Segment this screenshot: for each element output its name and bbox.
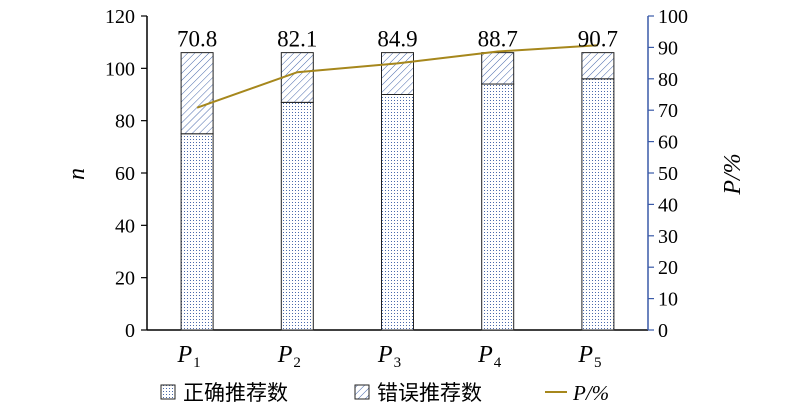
legend: 正确推荐数 错误推荐数 P/% (160, 381, 609, 405)
bar-wrong (481, 52, 515, 85)
percentage-line (196, 44, 598, 109)
bar-correct (180, 133, 214, 331)
legend-line-label: P/% (572, 381, 609, 405)
left-y-axis: 0 20 40 60 80 100 120 (105, 6, 648, 342)
legend-correct-swatch (160, 384, 176, 400)
bars (180, 52, 615, 331)
left-tick-label: 80 (115, 111, 135, 133)
category-label: P2 (277, 342, 301, 371)
data-labels: 70.8 82.1 84.9 88.7 90.7 (177, 27, 618, 52)
bar-wrong (180, 52, 214, 135)
bar-correct (280, 101, 314, 331)
left-tick-label: 0 (125, 320, 135, 342)
bar-correct (381, 94, 414, 331)
right-tick-label: 70 (658, 100, 678, 122)
bar-correct (581, 78, 615, 331)
x-axis-categories: P1 P2 P3 P4 P5 (177, 342, 602, 371)
left-tick-label: 120 (105, 6, 135, 28)
legend-wrong-label: 错误推荐数 (377, 381, 482, 405)
data-label: 82.1 (277, 27, 317, 52)
right-tick-label: 10 (658, 289, 678, 311)
bar-wrong (381, 52, 414, 95)
right-tick-label: 40 (658, 194, 678, 216)
left-tick-label: 100 (105, 58, 135, 80)
bar-wrong (280, 52, 314, 103)
bar-correct (481, 83, 515, 331)
right-y-axis: 0 10 20 30 40 50 60 70 80 90 100 (647, 6, 688, 342)
right-tick-label: 100 (658, 6, 688, 28)
left-tick-label: 40 (115, 215, 135, 237)
data-label: 88.7 (478, 27, 518, 52)
legend-correct-label: 正确推荐数 (183, 381, 288, 405)
category-label: P5 (577, 342, 601, 371)
right-tick-label: 50 (658, 163, 678, 185)
data-label: 84.9 (377, 27, 417, 52)
left-axis-title: n (64, 168, 90, 180)
category-label: P4 (477, 342, 502, 371)
right-tick-label: 90 (658, 37, 678, 59)
right-tick-label: 20 (658, 257, 678, 279)
category-label: P3 (377, 342, 401, 371)
right-axis-title: P/% (720, 153, 746, 195)
data-label: 70.8 (177, 27, 217, 52)
line-series (196, 44, 598, 109)
right-tick-label: 0 (658, 320, 668, 342)
bar-wrong (581, 52, 615, 80)
left-tick-label: 60 (115, 163, 135, 185)
category-label: P1 (177, 342, 201, 371)
left-tick-label: 20 (115, 268, 135, 290)
right-tick-label: 60 (658, 132, 678, 154)
right-tick-label: 30 (658, 226, 678, 248)
right-tick-label: 80 (658, 69, 678, 91)
data-label: 90.7 (578, 27, 618, 52)
legend-wrong-swatch (354, 384, 370, 400)
